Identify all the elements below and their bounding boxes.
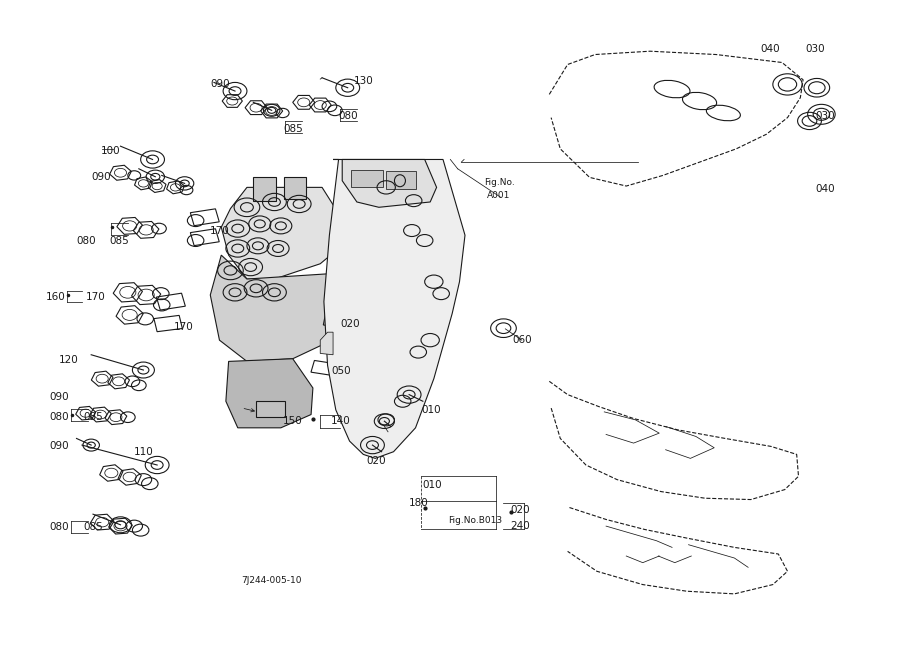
- Text: 040: 040: [760, 44, 779, 54]
- Text: 7J244-005-10: 7J244-005-10: [242, 576, 302, 585]
- Text: 130: 130: [354, 76, 374, 86]
- FancyBboxPatch shape: [284, 177, 307, 199]
- Text: 085: 085: [109, 235, 130, 245]
- Text: 085: 085: [284, 124, 303, 134]
- Text: 100: 100: [100, 146, 120, 156]
- Text: 090: 090: [210, 79, 230, 89]
- Text: 090: 090: [49, 392, 69, 402]
- Polygon shape: [226, 359, 312, 428]
- Text: 150: 150: [283, 416, 302, 426]
- FancyBboxPatch shape: [386, 171, 415, 189]
- Text: 020: 020: [510, 504, 529, 514]
- Text: 080: 080: [76, 235, 96, 245]
- Text: 020: 020: [366, 456, 386, 466]
- Text: 060: 060: [513, 335, 532, 345]
- Text: 120: 120: [59, 355, 79, 365]
- Text: 090: 090: [49, 442, 69, 452]
- Text: 010: 010: [423, 480, 442, 490]
- Text: 030: 030: [815, 111, 834, 121]
- Text: 170: 170: [85, 292, 106, 302]
- Text: 085: 085: [84, 412, 104, 422]
- Text: 080: 080: [49, 412, 69, 422]
- Text: 080: 080: [338, 111, 358, 121]
- Text: 140: 140: [331, 416, 351, 426]
- Polygon shape: [210, 255, 338, 362]
- Text: Fig.No.: Fig.No.: [484, 177, 515, 187]
- Polygon shape: [342, 159, 437, 207]
- Polygon shape: [221, 187, 342, 279]
- FancyBboxPatch shape: [254, 177, 277, 201]
- FancyBboxPatch shape: [351, 170, 383, 187]
- Text: 160: 160: [45, 292, 65, 302]
- Text: 010: 010: [421, 405, 440, 415]
- Text: 050: 050: [331, 366, 351, 376]
- Text: 170: 170: [210, 225, 230, 235]
- Text: 020: 020: [340, 319, 360, 329]
- Text: 080: 080: [49, 522, 69, 532]
- Polygon shape: [323, 159, 465, 458]
- Text: 180: 180: [409, 498, 429, 508]
- Text: 170: 170: [174, 322, 193, 332]
- Text: 040: 040: [815, 183, 834, 193]
- Text: 090: 090: [91, 172, 111, 182]
- Polygon shape: [320, 332, 333, 355]
- Text: Fig.No.B013: Fig.No.B013: [448, 516, 503, 526]
- Text: 085: 085: [84, 522, 104, 532]
- Text: 110: 110: [134, 447, 154, 457]
- Text: 240: 240: [510, 521, 529, 531]
- Text: 030: 030: [806, 44, 825, 54]
- Text: A001: A001: [487, 191, 510, 200]
- FancyBboxPatch shape: [256, 402, 286, 417]
